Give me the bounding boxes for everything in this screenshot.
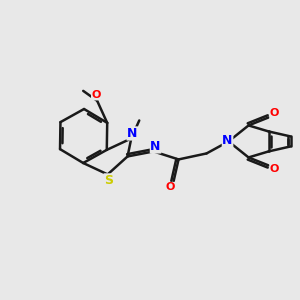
Text: S: S [104, 174, 113, 187]
Text: O: O [270, 164, 279, 174]
Text: O: O [92, 90, 101, 100]
Text: O: O [270, 108, 279, 118]
Text: N: N [150, 140, 161, 153]
Text: O: O [166, 182, 175, 192]
Text: N: N [222, 134, 233, 147]
Text: N: N [127, 127, 137, 140]
